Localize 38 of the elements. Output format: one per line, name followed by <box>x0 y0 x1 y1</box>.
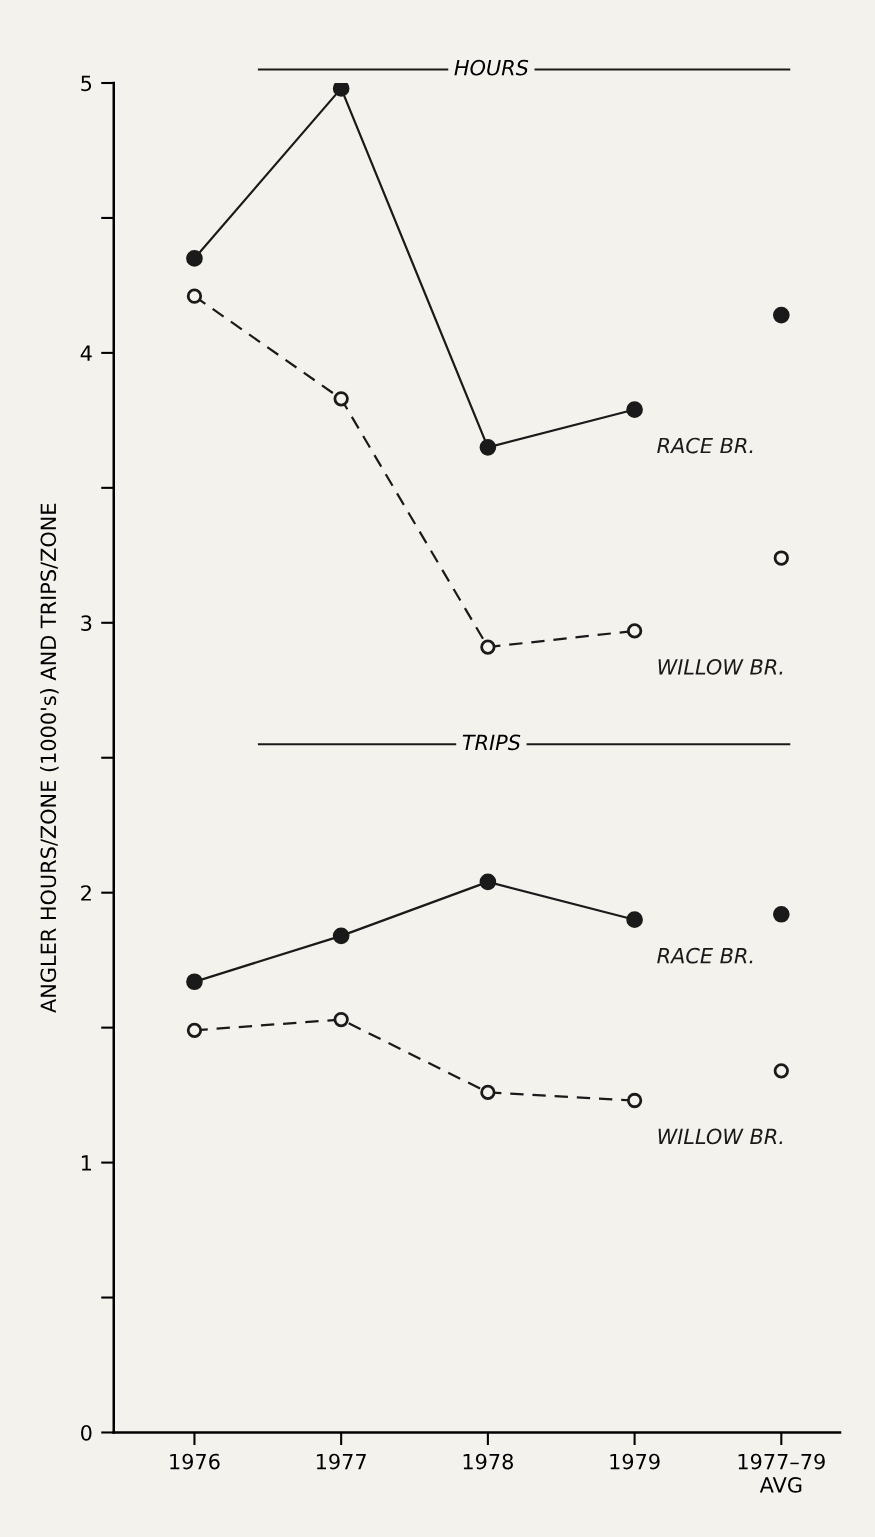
series-label: RACE BR. <box>657 947 753 964</box>
text: HOURS <box>454 59 529 76</box>
point <box>479 873 497 891</box>
x-tick-label: 1977 <box>316 1453 366 1470</box>
point <box>186 973 203 991</box>
point <box>480 639 496 655</box>
x-tick-label: 1979 <box>610 1453 660 1470</box>
series-label: WILLOW BR. <box>658 658 783 675</box>
y-tick-label: 3 <box>81 615 92 631</box>
y-tick-label: 4 <box>80 345 92 361</box>
point <box>333 1011 349 1028</box>
series-label: RACE BR. <box>657 437 753 454</box>
point <box>772 306 790 324</box>
point <box>626 1092 643 1109</box>
ref-line-label: TRIPS <box>462 734 521 751</box>
point <box>186 1022 203 1038</box>
x-tick-label: 1976 <box>170 1453 220 1470</box>
point <box>626 401 643 418</box>
point <box>333 391 349 407</box>
point <box>772 905 790 923</box>
point <box>626 911 643 929</box>
point <box>773 1063 789 1079</box>
point <box>626 623 643 639</box>
y-tick-label: 1 <box>81 1155 91 1171</box>
y-tick-label: 2 <box>81 885 91 901</box>
point <box>480 1084 496 1101</box>
point <box>186 288 203 304</box>
series-label: WILLOW BR. <box>658 1128 783 1145</box>
point <box>332 83 350 97</box>
point <box>773 550 789 566</box>
y-tick-label: 0 <box>81 1424 92 1441</box>
y-tick-label: 5 <box>81 75 92 92</box>
y-axis-title: ANGLER HOURS/ZONE (1000's) AND TRIPS/ZONE <box>40 503 59 1013</box>
x-tick-label: 1977–79 AVG <box>738 1453 825 1493</box>
point <box>186 250 203 267</box>
point <box>332 927 350 945</box>
x-tick-label: 1978 <box>463 1453 513 1470</box>
point <box>479 439 497 456</box>
